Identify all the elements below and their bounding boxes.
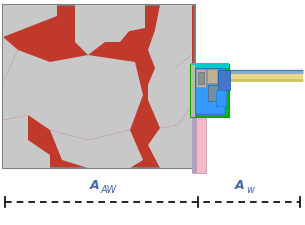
Polygon shape [75, 5, 145, 42]
Bar [192, 113, 197, 173]
Bar [208, 85, 218, 101]
Bar [191, 63, 229, 68]
Polygon shape [148, 105, 192, 168]
Bar [3, 5, 195, 168]
Bar [198, 72, 204, 84]
Polygon shape [3, 50, 143, 140]
Bar [207, 69, 217, 83]
Polygon shape [148, 5, 192, 68]
Bar [216, 90, 226, 106]
Bar [195, 68, 225, 114]
Polygon shape [3, 5, 57, 37]
Polygon shape [148, 55, 192, 128]
Text: A: A [235, 179, 245, 192]
Bar [192, 113, 206, 173]
Polygon shape [50, 130, 143, 168]
Bar [191, 65, 229, 117]
Text: w: w [246, 185, 254, 195]
Bar [191, 65, 195, 117]
Text: A: A [90, 179, 100, 192]
Polygon shape [75, 5, 130, 55]
Bar [218, 70, 230, 90]
Polygon shape [3, 115, 50, 168]
Text: AW: AW [101, 185, 117, 195]
Polygon shape [3, 5, 18, 82]
Bar [196, 69, 206, 87]
